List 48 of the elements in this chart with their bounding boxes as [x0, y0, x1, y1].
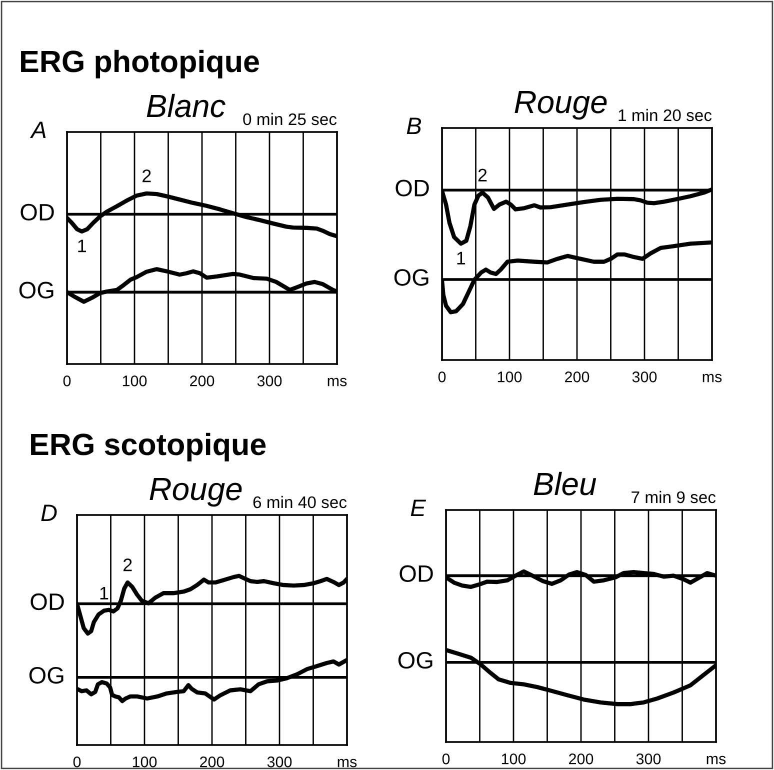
- text: A: [30, 122, 46, 138]
- ref-line-label: OD: [400, 565, 433, 582]
- x-axis-title: ms: [706, 756, 726, 764]
- x-tick-label: 0: [73, 756, 81, 768]
- text: ERG photopique: [21, 50, 259, 78]
- ref-line-label: OD: [30, 593, 64, 610]
- x-tick-label: 200: [200, 756, 224, 768]
- x-tick-label: 0: [63, 376, 71, 386]
- x-tick-label: 200: [569, 754, 594, 764]
- x-axis-title: ms: [338, 758, 357, 768]
- x-tick-label: 100: [502, 754, 526, 764]
- annotation: 2: [124, 558, 132, 572]
- annotation: 2: [142, 169, 151, 182]
- ref-line-label: OG: [394, 269, 428, 286]
- annotation: 2: [478, 168, 487, 182]
- chart-title: Rouge: [150, 478, 242, 507]
- chart-title: Rouge: [514, 91, 607, 120]
- ref-line-label: OG: [29, 666, 64, 684]
- x-tick-label: 300: [632, 372, 657, 382]
- ref-line-label: OG: [398, 652, 432, 669]
- x-tick-label: 200: [565, 372, 590, 382]
- annotation: 1: [457, 252, 466, 264]
- annotation: 1: [100, 586, 108, 600]
- x-tick-label: 100: [498, 372, 522, 382]
- text: B: [406, 118, 422, 134]
- x-tick-label: 0: [442, 754, 450, 764]
- x-tick-label: 300: [267, 756, 292, 768]
- x-tick-label: 100: [132, 756, 157, 768]
- ref-line-label: OD: [396, 180, 429, 196]
- chart-subtitle: 1 min 20 sec: [618, 108, 712, 122]
- text: ERG scotopique: [31, 432, 266, 462]
- x-tick-label: 100: [122, 376, 147, 386]
- x-axis-title: ms: [328, 378, 347, 386]
- x-tick-label: 300: [257, 376, 282, 386]
- x-tick-label: 300: [636, 754, 661, 764]
- text: D: [41, 504, 57, 521]
- annotation: 1: [78, 240, 86, 252]
- chart-subtitle: 0 min 25 sec: [243, 112, 337, 126]
- chart-title: Bleu: [534, 472, 596, 496]
- text: E: [410, 500, 426, 516]
- chart-subtitle: 6 min 40 sec: [253, 496, 347, 508]
- x-tick-label: 0: [438, 372, 446, 382]
- ref-line-label: OD: [20, 204, 54, 221]
- ref-line-label: OG: [19, 282, 54, 299]
- x-tick-label: 200: [190, 376, 214, 386]
- x-axis-title: ms: [702, 374, 722, 382]
- chart-subtitle: 7 min 9 sec: [632, 490, 716, 504]
- chart-title: Blanc: [146, 94, 226, 118]
